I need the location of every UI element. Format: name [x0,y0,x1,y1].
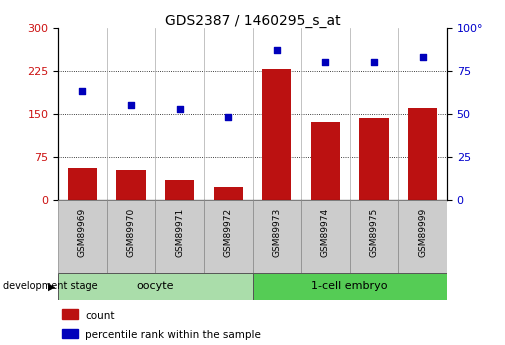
FancyBboxPatch shape [58,273,252,300]
Bar [311,122,340,200]
Point [419,54,427,60]
Point [78,89,86,94]
Text: GSM89999: GSM89999 [418,208,427,257]
Text: oocyte: oocyte [136,282,174,291]
Point [224,115,232,120]
Bar [262,69,291,200]
Text: development stage: development stage [3,282,97,291]
FancyBboxPatch shape [107,200,156,273]
FancyBboxPatch shape [58,200,107,273]
FancyBboxPatch shape [350,200,398,273]
Text: count: count [85,311,115,321]
Point [273,47,281,53]
Text: GSM89973: GSM89973 [272,208,281,257]
Bar [62,309,78,319]
FancyBboxPatch shape [252,273,447,300]
Text: GSM89972: GSM89972 [224,208,233,257]
Bar [165,180,194,200]
Point [176,106,184,111]
FancyBboxPatch shape [252,200,301,273]
Bar [62,329,78,338]
FancyBboxPatch shape [301,200,350,273]
Text: percentile rank within the sample: percentile rank within the sample [85,330,261,340]
Text: GSM89970: GSM89970 [126,208,135,257]
Bar [68,168,97,200]
Bar [116,170,145,200]
Text: ▶: ▶ [48,282,56,291]
Bar [360,118,389,200]
Point [321,59,329,65]
Text: 1-cell embryo: 1-cell embryo [312,282,388,291]
Bar [408,108,437,200]
Text: GSM89969: GSM89969 [78,208,87,257]
Text: GSM89971: GSM89971 [175,208,184,257]
Text: GSM89974: GSM89974 [321,208,330,257]
Bar [214,187,243,200]
FancyBboxPatch shape [398,200,447,273]
Point [370,59,378,65]
Point [127,102,135,108]
Text: GDS2387 / 1460295_s_at: GDS2387 / 1460295_s_at [165,14,340,28]
FancyBboxPatch shape [156,200,204,273]
FancyBboxPatch shape [204,200,252,273]
Text: GSM89975: GSM89975 [370,208,379,257]
